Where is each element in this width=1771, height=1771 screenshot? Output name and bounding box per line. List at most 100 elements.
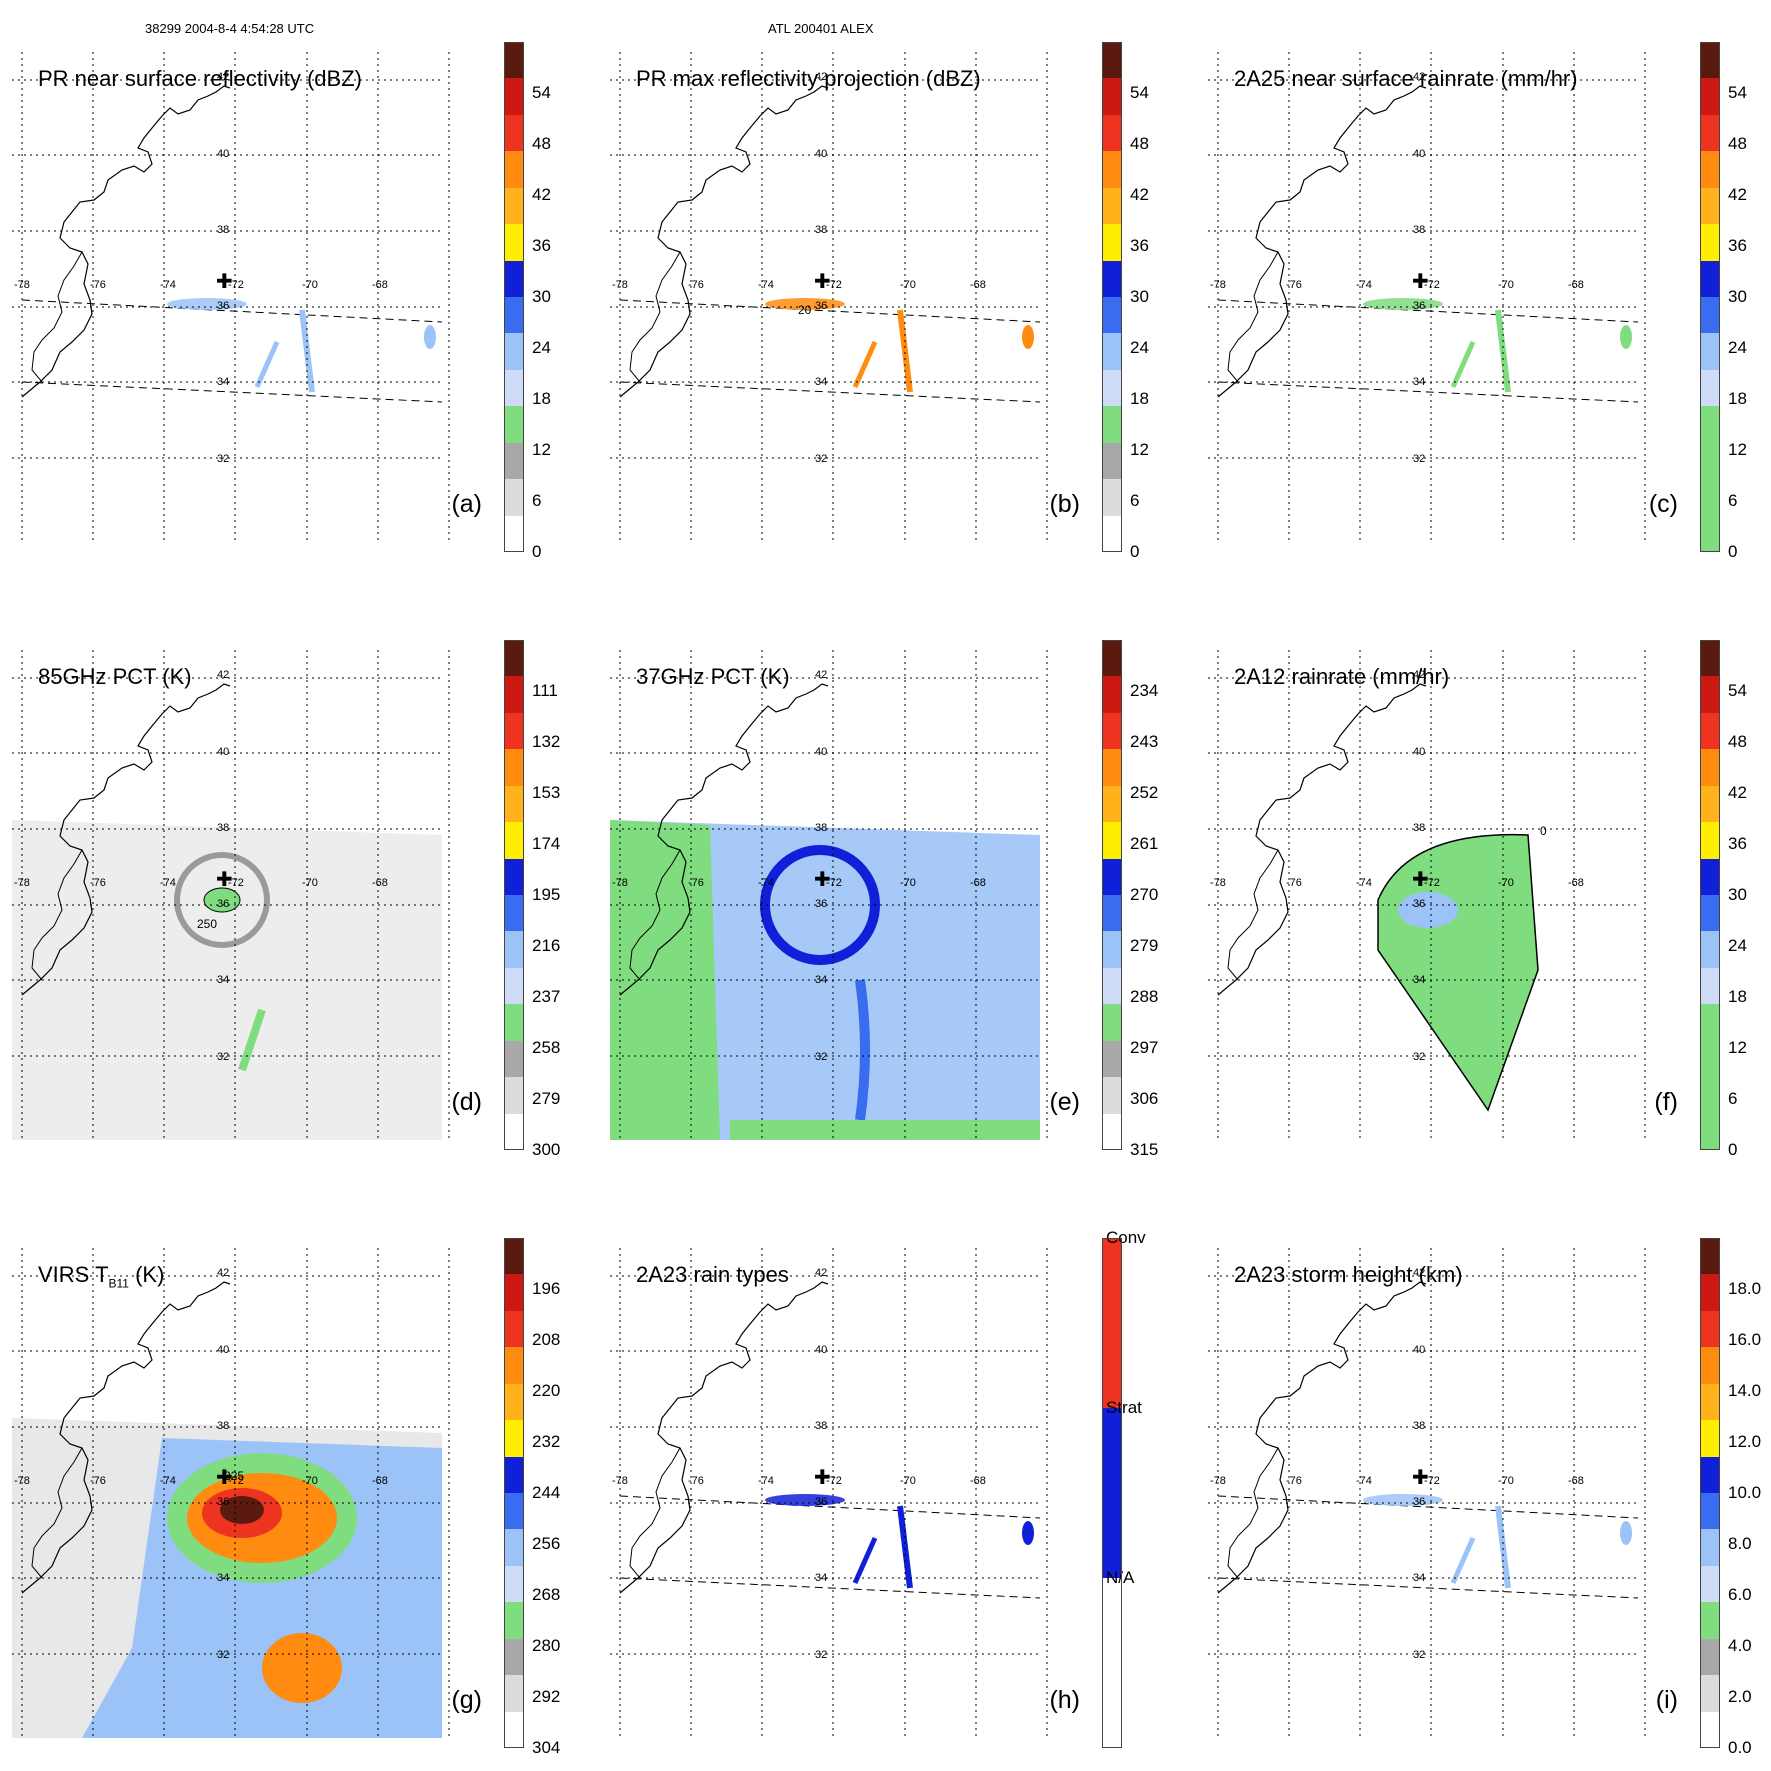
lon-label--76: -76 [90,279,106,291]
storm-center-marker: ✚ [216,1465,233,1489]
lon-label--68: -68 [372,877,388,889]
colorbar-tick: 18.0 [1728,1279,1762,1298]
lon-label--72: -72 [228,279,244,291]
colorbar-tick: 24 [532,338,551,357]
lat-label-38: 38 [217,822,229,834]
lat-label-40: 40 [217,148,229,160]
lat-label-32: 32 [1413,1051,1425,1063]
colorbar-tick: 279 [532,1089,561,1108]
lat-label-42: 42 [217,669,229,681]
colorbar-tick: 132 [532,732,561,751]
lat-label-32: 32 [217,453,229,465]
map-panel-a: 42 40 38 36 34 32 -78 -76 -74 -72 -70 -68 ✚ PR near s… [0,22,500,542]
lon-label--74: -74 [160,877,176,889]
lat-label-34: 34 [1413,1572,1425,1584]
lon-label--72: -72 [1424,877,1440,889]
colorbar-tick: 18 [1130,389,1149,408]
map-canvas-i: 42 40 38 36 34 32 -78 -76 -74 -72 -70 -68 ✚ [1208,1248,1646,1738]
lon-label--72: -72 [826,877,842,889]
lon-label--68: -68 [970,877,986,889]
colorbar-tick: 220 [532,1381,561,1400]
colorbar-tick: 48 [1130,134,1149,153]
colorbar-tick: 30 [1728,287,1747,306]
colorbar-tick: 0 [1728,542,1738,561]
colorbar-tick: 24 [1728,338,1747,357]
colorbar-tick: 279 [1130,936,1159,955]
lat-label-36: 36 [815,898,827,910]
colorbar-tick: 42 [532,185,551,204]
lat-label-38: 38 [815,1420,827,1432]
panel-letter-f: (f) [1654,1088,1678,1116]
colorbar-f: 54 48 42 36 30 24 18 12 6 0 [1700,640,1747,1159]
lat-label-38: 38 [815,822,827,834]
map-panel-b: 42 40 38 36 34 32 -78 -76 -74 -72 -70 -68 ✚ 20 PR max … [598,22,1098,542]
colorbar-c: 54 48 42 36 30 24 18 12 6 0 [1700,42,1747,561]
colorbar-tick: 10.0 [1728,1483,1762,1502]
lat-label-36: 36 [815,300,827,312]
panel-title-d: 85GHz PCT (K) [38,664,192,689]
map-panel-f: 42 40 38 36 34 32 -78 -76 -74 -72 -70 -68 ✚ 0 2A12 rai… [1196,620,1696,1140]
colorbar-tick: 42 [1130,185,1149,204]
colorbar-tick: 12.0 [1728,1432,1762,1451]
lon-label--78: -78 [1210,877,1226,889]
lat-label-36: 36 [1413,300,1425,312]
colorbar-tick: Conv [1106,1228,1146,1247]
lat-label-42: 42 [1413,1267,1425,1279]
colorbar-tick: 237 [532,987,561,1006]
lon-label--70: -70 [302,877,318,889]
lon-label--74: -74 [758,877,774,889]
lon-label--76: -76 [688,1475,704,1487]
lat-label-42: 42 [217,71,229,83]
map-panel-c: 42 40 38 36 34 32 -78 -76 -74 -72 -70 -68 ✚ 2A25 near… [1196,22,1696,542]
lat-label-34: 34 [815,376,827,388]
colorbar-tick: 42 [1728,783,1747,802]
colorbar-tick: 4.0 [1728,1636,1752,1655]
lon-label--72: -72 [228,1475,244,1487]
colorbar-tick: 18 [532,389,551,408]
storm-center-marker: ✚ [1412,269,1429,293]
colorbar-a: 54 48 42 36 30 24 18 12 6 0 [504,42,551,561]
lon-label--70: -70 [302,279,318,291]
lon-label--74: -74 [1356,1475,1372,1487]
lat-label-42: 42 [815,669,827,681]
lat-label-34: 34 [217,376,229,388]
lon-label--78: -78 [1210,279,1226,291]
lat-label-32: 32 [1413,453,1425,465]
lat-label-34: 34 [1413,974,1425,986]
lon-label--74: -74 [758,1475,774,1487]
colorbar-tick: 280 [532,1636,561,1655]
lon-label--70: -70 [302,1475,318,1487]
map-canvas-h: 42 40 38 36 34 32 -78 -76 -74 -72 -70 -68 ✚ [610,1248,1048,1738]
colorbar-tick: 234 [1130,681,1159,700]
panel-title-b: PR max reflectivity projection (dBZ) [636,66,981,91]
lat-label-36: 36 [217,898,229,910]
map-panel-i: 42 40 38 36 34 32 -78 -76 -74 -72 -70 -68 ✚ 2A23 stor… [1196,1218,1696,1738]
colorbar-tick: 0 [1130,542,1140,561]
colorbar-tick: N/A [1106,1568,1135,1587]
colorbar-tick: 30 [1130,287,1149,306]
colorbar-tick: 261 [1130,834,1159,853]
lon-label--70: -70 [900,877,916,889]
colorbar-tick: 270 [1130,885,1159,904]
storm-center-marker: ✚ [814,269,831,293]
colorbar-tick: 297 [1130,1038,1159,1057]
panel-title-i: 2A23 storm height (km) [1234,1262,1463,1287]
panel-title-a: PR near surface reflectivity (dBZ) [38,66,362,91]
lat-label-34: 34 [815,974,827,986]
lat-label-40: 40 [217,1344,229,1356]
lat-label-42: 42 [815,1267,827,1279]
panel-letter-a: (a) [451,490,482,518]
lat-label-40: 40 [1413,148,1425,160]
colorbar-tick: 30 [1728,885,1747,904]
colorbar-tick: 12 [1728,1038,1747,1057]
colorbar-tick: 54 [1728,681,1747,700]
colorbar-d: 111 132 153 174 195 216 237 258 279 300 [504,640,560,1159]
lon-label--76: -76 [688,279,704,291]
lon-label--74: -74 [1356,877,1372,889]
panel-letter-c: (c) [1648,490,1678,518]
lon-label--74: -74 [758,279,774,291]
colorbar-tick: 12 [1130,440,1149,459]
lon-label--72: -72 [826,1475,842,1487]
map-canvas-e: 42 40 38 36 34 32 -78 -76 -74 -72 -70 -68 ✚ [610,650,1048,1140]
colorbar-tick: 36 [1130,236,1149,255]
